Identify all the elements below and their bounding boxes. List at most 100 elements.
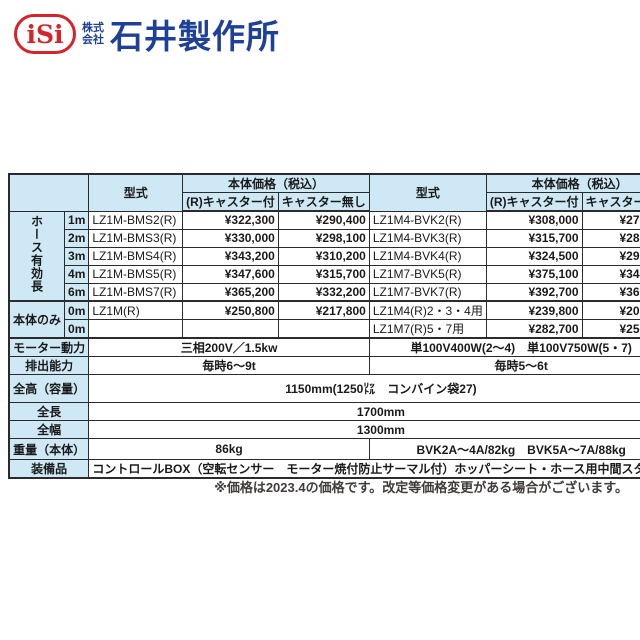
spec-value-right: BVK2A～4A/82kg BVK5A～7A/88kg <box>368 438 640 460</box>
spec-value: 1300mm <box>88 420 640 439</box>
price-cell: ¥315,700 <box>277 264 370 284</box>
without-caster-header-right: キャスター無し <box>581 192 640 212</box>
model-cell: LZ1M7-BVK5(R) <box>368 264 487 284</box>
spec-row-width: 全幅 1300mm <box>8 420 640 439</box>
spec-row-length: 全長 1700mm <box>8 402 640 421</box>
price-cell: ¥324,500 <box>485 246 583 266</box>
company-logo: iSi 株式 会社 石井製作所 <box>14 10 280 58</box>
price-table: 型式 本体価格（税込） 型式 本体価格（税込） (R)キャスター付 キャスター無… <box>8 173 640 479</box>
spec-value-left: 86kg <box>88 438 370 460</box>
price-cell <box>277 319 370 339</box>
price-cell: ¥322,300 <box>182 210 279 230</box>
model-cell: LZ1M-BMS2(R) <box>88 210 184 230</box>
with-caster-header-right: (R)キャスター付 <box>485 192 583 212</box>
price-cell: ¥217,800 <box>277 300 370 320</box>
spec-label: 排出能力 <box>8 356 90 375</box>
price-cell: ¥276,100 <box>581 210 640 230</box>
company-prefix: 株式 会社 <box>82 22 104 46</box>
table-row: 本体のみ 0m LZ1M(R) ¥250,800 ¥217,800 LZ1M4(… <box>8 300 640 339</box>
price-cell: ¥315,700 <box>485 228 583 248</box>
price-group-header-left: 本体価格（税込） <box>182 173 370 193</box>
spec-label: 全高（容量） <box>8 374 90 403</box>
price-cell: ¥282,700 <box>485 319 583 339</box>
price-cell: ¥282,700 <box>581 228 640 248</box>
price-cell: ¥207,900 <box>581 300 640 320</box>
price-cell: ¥250,800 <box>182 300 279 320</box>
company-prefix-top: 株式 <box>82 21 104 34</box>
table-row: 6m LZ1M-BMS7(R) ¥365,200 ¥332,200 LZ1M7-… <box>9 282 640 302</box>
price-cell: ¥250,800 <box>581 319 640 339</box>
with-caster-header-left: (R)キャスター付 <box>182 192 279 212</box>
company-name: 石井製作所 <box>110 18 280 55</box>
price-cell: ¥298,100 <box>277 228 370 248</box>
spec-label: 重量（本体） <box>8 438 90 460</box>
price-cell: ¥375,100 <box>485 264 583 284</box>
spec-value-left: 三相200V／1.5kw <box>88 337 370 357</box>
without-caster-header-left: キャスター無し <box>277 192 370 212</box>
hose-length-cell: 0m <box>64 300 90 320</box>
isi-logo-icon: iSi <box>14 14 76 54</box>
spec-label: 装備品 <box>8 459 90 479</box>
spec-label: 全幅 <box>8 420 90 439</box>
model-cell: LZ1M-BMS3(R) <box>88 228 184 248</box>
spec-row-discharge: 排出能力 毎時6～9t 毎時5～6t <box>8 356 640 375</box>
spec-value-right: 毎時5～6t <box>368 356 640 375</box>
spec-row-height: 全高（容量） 1150mm(1250㍑ コンバイン袋27) <box>8 374 640 403</box>
logo-mark-text: iSi <box>26 19 64 49</box>
spec-value: 1700mm <box>88 402 640 421</box>
hose-length-cell: 2m <box>64 228 90 248</box>
price-cell: ¥392,700 <box>485 282 583 302</box>
spec-label: モーター動力 <box>8 337 90 357</box>
price-cell <box>182 319 279 339</box>
spec-value-left: 毎時6～9t <box>88 356 370 375</box>
model-cell <box>88 319 184 339</box>
hose-length-cell: 3m <box>64 246 90 266</box>
model-cell: LZ1M(R) <box>88 300 184 320</box>
table-row: ホース有効長 1m LZ1M-BMS2(R) ¥322,300 ¥290,400… <box>8 210 640 302</box>
price-cell: ¥308,000 <box>485 210 583 230</box>
price-cell: ¥343,200 <box>182 246 279 266</box>
model-cell: LZ1M-BMS5(R) <box>88 264 184 284</box>
price-cell: ¥290,400 <box>277 210 370 230</box>
hose-length-cell: 1m <box>64 210 90 230</box>
price-cell: ¥292,600 <box>581 246 640 266</box>
table-row: 4m LZ1M-BMS5(R) ¥347,600 ¥315,700 LZ1M7-… <box>9 264 640 284</box>
company-prefix-bottom: 会社 <box>82 34 104 46</box>
price-cell: ¥347,600 <box>182 264 279 284</box>
price-cell: ¥330,000 <box>182 228 279 248</box>
table-row: 3m LZ1M-BMS4(R) ¥343,200 ¥310,200 LZ1M4-… <box>9 246 640 266</box>
price-cell: ¥332,200 <box>277 282 370 302</box>
hose-length-group-label: ホース有効長 <box>8 210 66 302</box>
model-cell: LZ1M7(R)5・7用 <box>368 319 487 339</box>
model-cell: LZ1M4(R)2・3・4用 <box>368 300 487 320</box>
model-header-right: 型式 <box>368 173 487 212</box>
price-cell: ¥239,800 <box>485 300 583 320</box>
hose-length-cell: 0m <box>64 319 90 339</box>
spec-value-right: 単100V400W(2～4) 単100V750W(5・7) <box>368 337 640 357</box>
model-cell: LZ1M4-BVK2(R) <box>368 210 487 230</box>
price-revision-note: ※価格は2023.4の価格です。改定等価格変更がある場合がございます。 <box>214 480 628 495</box>
model-cell: LZ1M-BMS7(R) <box>88 282 184 302</box>
model-cell: LZ1M-BMS4(R) <box>88 246 184 266</box>
price-cell: ¥360,800 <box>581 282 640 302</box>
spec-row-equipment: 装備品 コントロールBOX（空転センサー モーター焼付防止サーマル付）ホッパーシ… <box>8 459 640 479</box>
table-row: 2m LZ1M-BMS3(R) ¥330,000 ¥298,100 LZ1M4-… <box>9 228 640 248</box>
price-group-header-right: 本体価格（税込） <box>485 173 640 193</box>
spec-value: コントロールBOX（空転センサー モーター焼付防止サーマル付）ホッパーシート・ホ… <box>88 459 640 479</box>
spec-row-weight: 重量（本体） 86kg BVK2A～4A/82kg BVK5A～7A/88kg <box>8 438 640 460</box>
hose-length-cell: 4m <box>64 264 90 284</box>
body-only-group-label: 本体のみ <box>8 300 66 339</box>
spec-value: 1150mm(1250㍑ コンバイン袋27) <box>88 374 640 403</box>
table-row: 0m LZ1M7(R)5・7用 ¥282,700 ¥250,800 <box>9 319 640 339</box>
model-cell: LZ1M4-BVK3(R) <box>368 228 487 248</box>
model-cell: LZ1M4-BVK4(R) <box>368 246 487 266</box>
spec-row-motor: モーター動力 三相200V／1.5kw 単100V400W(2～4) 単100V… <box>8 337 640 357</box>
corner-cell <box>8 173 90 212</box>
price-cell: ¥365,200 <box>182 282 279 302</box>
spec-label: 全長 <box>8 402 90 421</box>
model-header-left: 型式 <box>88 173 184 212</box>
hose-length-cell: 6m <box>64 282 90 302</box>
price-cell: ¥310,200 <box>277 246 370 266</box>
model-cell: LZ1M7-BVK7(R) <box>368 282 487 302</box>
